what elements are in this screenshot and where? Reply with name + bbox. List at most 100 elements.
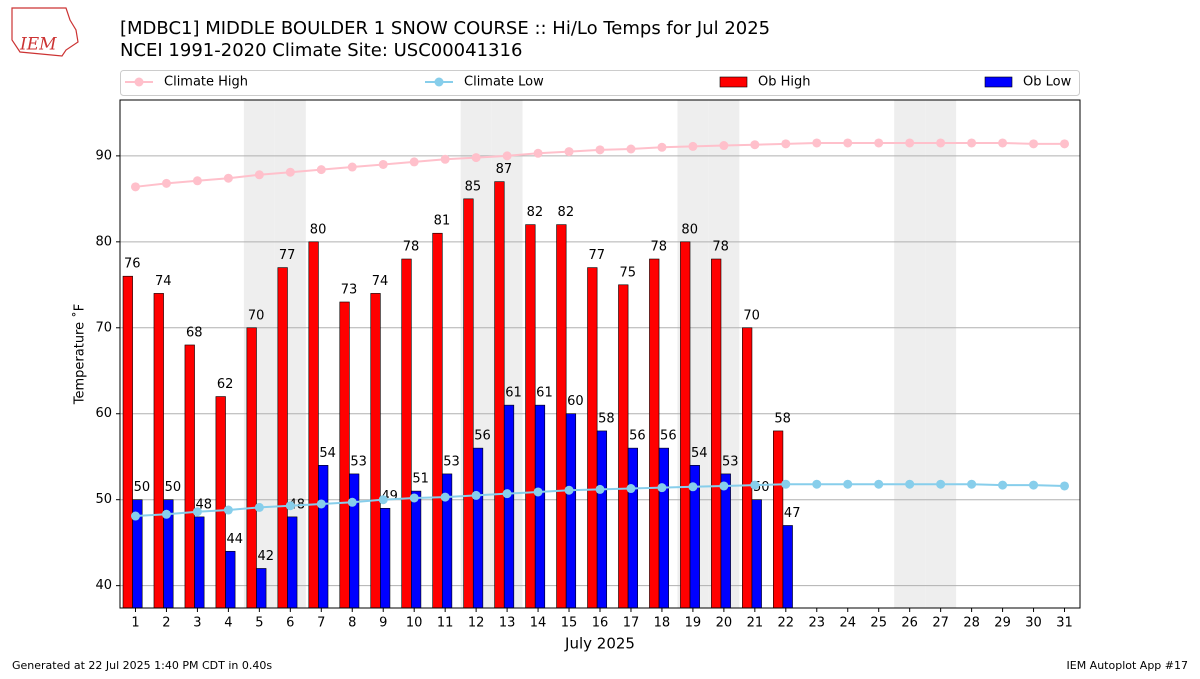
line-marker [812, 479, 822, 489]
data-label: 78 [650, 240, 667, 255]
data-label: 82 [558, 205, 575, 220]
line-marker [1060, 481, 1070, 491]
data-label: 85 [465, 179, 482, 194]
legend-label: Ob Low [1023, 75, 1072, 90]
x-tick-label: 6 [286, 616, 294, 631]
line-marker [626, 484, 636, 494]
line-marker [223, 173, 233, 183]
line-marker [502, 489, 512, 499]
y-tick-label: 60 [95, 406, 112, 421]
data-label: 70 [248, 308, 265, 323]
x-tick-label: 9 [379, 616, 387, 631]
x-tick-label: 8 [348, 616, 356, 631]
x-tick-label: 17 [623, 616, 640, 631]
data-label: 76 [124, 257, 141, 272]
line-marker [595, 145, 605, 155]
x-tick-label: 25 [870, 616, 887, 631]
bar [277, 267, 288, 609]
line-marker [874, 479, 884, 489]
bar [494, 181, 505, 609]
line-marker [843, 138, 853, 148]
data-label: 61 [505, 386, 522, 401]
bar [525, 224, 536, 609]
x-tick-label: 7 [317, 616, 325, 631]
line-marker [254, 502, 264, 512]
line-marker [626, 144, 636, 154]
x-axis-label: July 2025 [564, 635, 635, 653]
bar [658, 447, 669, 609]
x-tick-label: 31 [1056, 616, 1073, 631]
x-tick-label: 13 [499, 616, 516, 631]
line-marker [161, 178, 171, 188]
legend-marker [434, 77, 444, 87]
data-label: 54 [691, 446, 708, 461]
x-tick-label: 19 [685, 616, 702, 631]
footer-right: IEM Autoplot App #17 [1067, 659, 1189, 672]
data-label: 51 [412, 472, 429, 487]
line-marker [750, 140, 760, 150]
data-label: 75 [619, 265, 636, 280]
footer-left: Generated at 22 Jul 2025 1:40 PM CDT in … [12, 659, 272, 672]
x-tick-label: 20 [716, 616, 733, 631]
data-label: 50 [165, 480, 182, 495]
data-label: 58 [774, 411, 791, 426]
line-marker [254, 170, 264, 180]
data-label: 53 [722, 454, 739, 469]
line-marker [440, 154, 450, 164]
line-marker [967, 138, 977, 148]
line-marker [998, 480, 1008, 490]
x-tick-label: 12 [468, 616, 485, 631]
line-marker [657, 483, 667, 493]
legend-swatch [984, 76, 1013, 88]
line-marker [130, 182, 140, 192]
bar [503, 404, 515, 609]
bar [472, 447, 484, 609]
legend-swatch [719, 76, 748, 88]
line-marker [595, 484, 605, 494]
bar [256, 568, 267, 609]
data-label: 61 [536, 386, 553, 401]
data-label: 87 [496, 162, 513, 177]
line-marker [347, 162, 357, 172]
line-marker [967, 479, 977, 489]
x-tick-label: 5 [255, 616, 263, 631]
line-marker [781, 479, 791, 489]
bar [680, 241, 691, 609]
bar [153, 293, 164, 609]
line-marker [533, 148, 543, 158]
bar [184, 344, 195, 609]
line-marker [936, 138, 946, 148]
data-label: 56 [629, 429, 646, 444]
line-marker [1029, 480, 1039, 490]
bar [720, 473, 731, 609]
bar [411, 490, 422, 609]
data-label: 56 [474, 429, 491, 444]
bar [287, 516, 298, 609]
line-marker [192, 507, 202, 517]
x-tick-label: 18 [654, 616, 671, 631]
x-tick-label: 22 [778, 616, 795, 631]
bar [565, 413, 577, 609]
line-marker [936, 479, 946, 489]
data-label: 60 [567, 394, 584, 409]
y-tick-label: 90 [95, 148, 112, 163]
data-label: 77 [589, 248, 606, 263]
x-tick-label: 10 [406, 616, 423, 631]
x-tick-label: 2 [162, 616, 170, 631]
line-marker [471, 153, 481, 163]
x-tick-label: 29 [994, 616, 1011, 631]
data-label: 80 [681, 222, 698, 237]
bar [370, 293, 381, 609]
line-marker [719, 481, 729, 491]
x-tick-label: 24 [839, 616, 856, 631]
line-marker [347, 497, 357, 507]
line-marker [192, 176, 202, 186]
x-tick-label: 1 [131, 616, 139, 631]
data-label: 78 [712, 240, 729, 255]
line-marker [223, 505, 233, 515]
legend-box [120, 70, 1080, 96]
x-tick-label: 11 [437, 616, 454, 631]
x-tick-label: 27 [932, 616, 949, 631]
y-tick-label: 50 [95, 492, 112, 507]
x-tick-label: 3 [193, 616, 201, 631]
